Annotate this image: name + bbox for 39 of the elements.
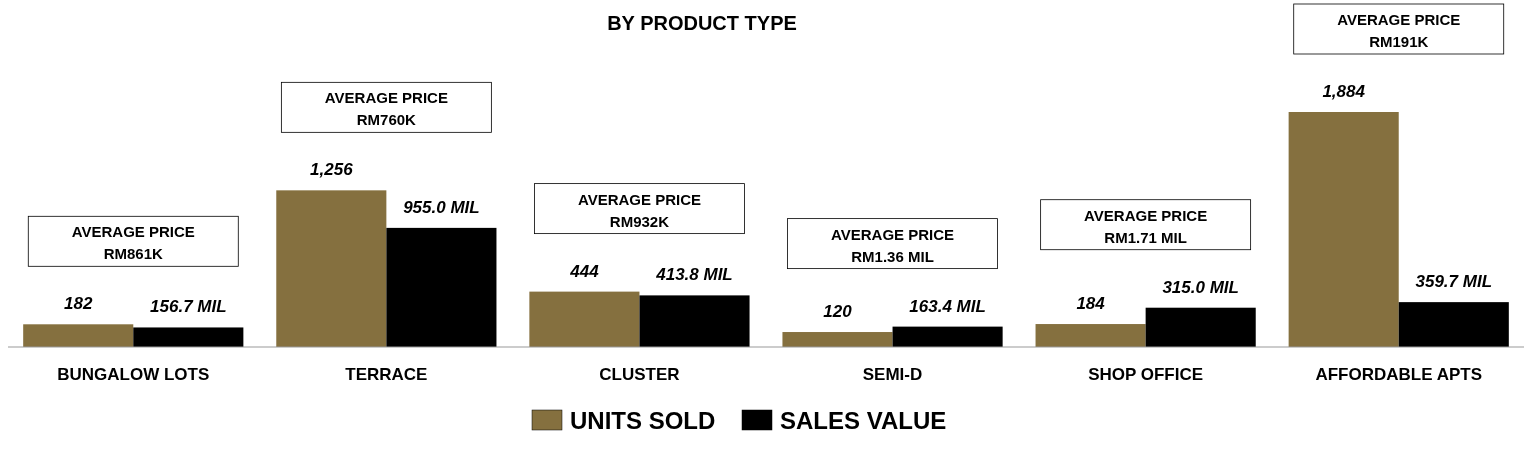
data-label: 1,256: [310, 160, 354, 180]
x-tick-label: SEMI-D: [862, 365, 923, 384]
x-tick-label: BUNGALOW LOTS: [57, 365, 210, 384]
text: AVERAGE PRICE RM191K: [1337, 11, 1461, 50]
data-label: 120: [823, 302, 853, 322]
data-label: 184: [1076, 294, 1106, 314]
bar: [276, 190, 387, 347]
data-label: 413.8 MIL: [655, 265, 733, 285]
legend-label: SALES VALUE: [780, 407, 947, 434]
data-label: 156.7 MIL: [150, 297, 227, 317]
data-label: 182: [64, 294, 93, 314]
annotation: AVERAGE PRICE RM1.71 MIL: [1084, 206, 1208, 246]
bar: [529, 291, 640, 347]
x-tick-label: CLUSTER: [599, 365, 680, 384]
data-label: 955.0 MIL: [403, 197, 480, 217]
data-label: 1,884: [1322, 82, 1366, 101]
x-tick-label: TERRACE: [345, 365, 428, 384]
annotation: AVERAGE PRICE RM1.36 MIL: [831, 225, 955, 265]
data-label: 163.4 MIL: [909, 296, 986, 316]
annotation: AVERAGE PRICE RM760K: [324, 89, 448, 129]
bar: [1035, 324, 1146, 347]
bar: [1145, 307, 1256, 347]
bar: [892, 326, 1003, 347]
data-label: 444: [569, 261, 600, 281]
x-tick-label: SHOP OFFICE: [1088, 365, 1204, 384]
legend-label: UNITS SOLD: [570, 407, 716, 434]
bar: [639, 295, 750, 347]
bar: [1288, 112, 1399, 347]
annotation: AVERAGE PRICE RM861K: [71, 223, 195, 263]
x-tick-label: AFFORDABLE APTS: [1315, 365, 1482, 384]
bar: [23, 324, 134, 347]
data-label: 359.7 MIL: [1415, 272, 1493, 292]
chart-title: BY PRODUCT TYPE: [607, 12, 797, 34]
bar: [386, 227, 497, 347]
bar: [1398, 302, 1509, 347]
bar: [133, 327, 244, 347]
annotation: AVERAGE PRICE RM932K: [577, 190, 701, 230]
data-label: 315.0 MIL: [1162, 277, 1239, 297]
bar: [782, 332, 893, 347]
